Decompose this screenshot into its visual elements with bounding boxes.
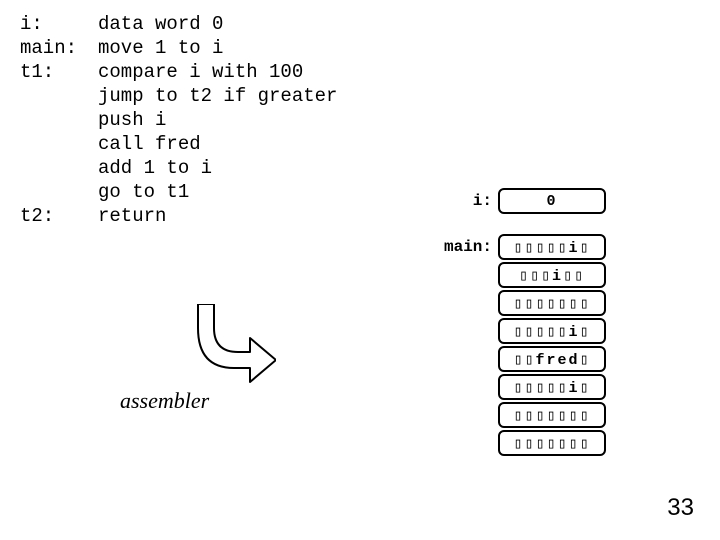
code-listing: i: data word 0 main: move 1 to i t1: com… <box>20 12 337 228</box>
memory-row: ▯▯fred▯ <box>438 346 606 372</box>
code-row: jump to t2 if greater <box>20 84 337 108</box>
code-label <box>20 108 98 132</box>
code-instruction: jump to t2 if greater <box>98 84 337 108</box>
code-instruction: return <box>98 204 166 228</box>
memory-cell: ▯▯▯▯▯i▯ <box>498 234 606 260</box>
code-instruction: call fred <box>98 132 201 156</box>
memory-gap <box>438 216 606 234</box>
code-label: t1: <box>20 60 98 84</box>
page-number: 33 <box>667 494 694 522</box>
code-instruction: data word 0 <box>98 12 223 36</box>
memory-row: ▯▯▯i▯▯ <box>438 262 606 288</box>
assembler-arrow <box>178 304 276 391</box>
code-label <box>20 156 98 180</box>
code-row: push i <box>20 108 337 132</box>
memory-cell: ▯▯▯▯▯▯▯ <box>498 290 606 316</box>
code-row: add 1 to i <box>20 156 337 180</box>
code-instruction: move 1 to i <box>98 36 223 60</box>
memory-cell: ▯▯▯▯▯▯▯ <box>498 402 606 428</box>
memory-label: i: <box>438 192 492 210</box>
memory-row: ▯▯▯▯▯▯▯ <box>438 430 606 456</box>
memory-cell: ▯▯▯i▯▯ <box>498 262 606 288</box>
memory-label: main: <box>438 238 492 256</box>
memory-boxes: i: 0 main: ▯▯▯▯▯i▯ ▯▯▯i▯▯ ▯▯▯▯▯▯▯ ▯▯▯▯▯i… <box>438 188 606 458</box>
memory-row: ▯▯▯▯▯i▯ <box>438 318 606 344</box>
code-label <box>20 132 98 156</box>
code-label <box>20 180 98 204</box>
code-row: call fred <box>20 132 337 156</box>
memory-row: ▯▯▯▯▯▯▯ <box>438 402 606 428</box>
code-label: t2: <box>20 204 98 228</box>
curved-arrow-icon <box>178 304 276 386</box>
code-instruction: go to t1 <box>98 180 189 204</box>
code-label: main: <box>20 36 98 60</box>
code-row: main: move 1 to i <box>20 36 337 60</box>
memory-cell: ▯▯fred▯ <box>498 346 606 372</box>
code-instruction: add 1 to i <box>98 156 212 180</box>
memory-row: ▯▯▯▯▯▯▯ <box>438 290 606 316</box>
code-row: go to t1 <box>20 180 337 204</box>
memory-row: ▯▯▯▯▯i▯ <box>438 374 606 400</box>
memory-cell: 0 <box>498 188 606 214</box>
memory-cell: ▯▯▯▯▯i▯ <box>498 374 606 400</box>
code-row: t2: return <box>20 204 337 228</box>
memory-cell: ▯▯▯▯▯i▯ <box>498 318 606 344</box>
code-row: t1: compare i with 100 <box>20 60 337 84</box>
code-label: i: <box>20 12 98 36</box>
code-instruction: push i <box>98 108 166 132</box>
assembler-caption: assembler <box>120 388 209 414</box>
code-label <box>20 84 98 108</box>
memory-cell: ▯▯▯▯▯▯▯ <box>498 430 606 456</box>
code-row: i: data word 0 <box>20 12 337 36</box>
memory-row: i: 0 <box>438 188 606 214</box>
code-instruction: compare i with 100 <box>98 60 303 84</box>
memory-row: main: ▯▯▯▯▯i▯ <box>438 234 606 260</box>
